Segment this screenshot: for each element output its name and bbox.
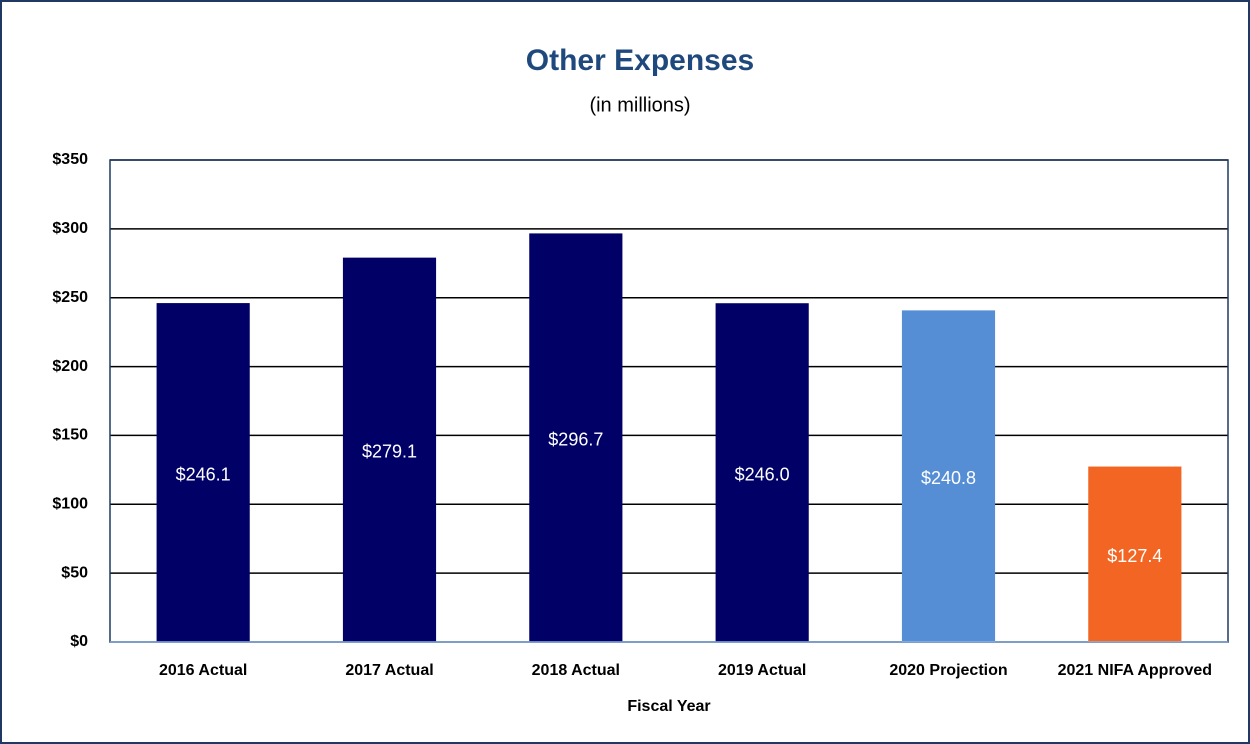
bar	[715, 303, 809, 642]
y-tick-label: $350	[52, 151, 88, 168]
bar	[1088, 466, 1182, 642]
x-tick-label: 2017 Actual	[345, 662, 433, 679]
y-tick-label: $50	[61, 564, 88, 581]
x-axis-label: Fiscal Year	[627, 698, 710, 715]
y-tick-label: $300	[52, 220, 88, 237]
x-tick-label: 2020 Projection	[889, 662, 1007, 679]
chart-title: Other Expenses	[526, 44, 754, 77]
x-tick-label: 2016 Actual	[159, 662, 247, 679]
data-label: $246.0	[735, 464, 790, 484]
y-tick-label: $200	[52, 358, 88, 375]
bar	[529, 233, 623, 642]
data-label: $246.1	[176, 464, 231, 484]
data-label: $296.7	[548, 429, 603, 449]
y-tick-label: $0	[70, 633, 88, 650]
data-label: $127.4	[1107, 546, 1162, 566]
y-tick-label: $100	[52, 496, 88, 513]
bar	[901, 310, 996, 642]
bar	[342, 257, 437, 642]
bar	[156, 303, 250, 642]
y-tick-label: $250	[52, 289, 88, 306]
chart-subtitle: (in millions)	[589, 94, 690, 116]
data-label: $240.8	[921, 468, 976, 488]
x-tick-label: 2018 Actual	[532, 662, 620, 679]
y-tick-label: $150	[52, 427, 88, 444]
x-tick-label: 2019 Actual	[718, 662, 806, 679]
x-tick-label: 2021 NIFA Approved	[1058, 662, 1212, 679]
data-label: $279.1	[362, 442, 417, 462]
